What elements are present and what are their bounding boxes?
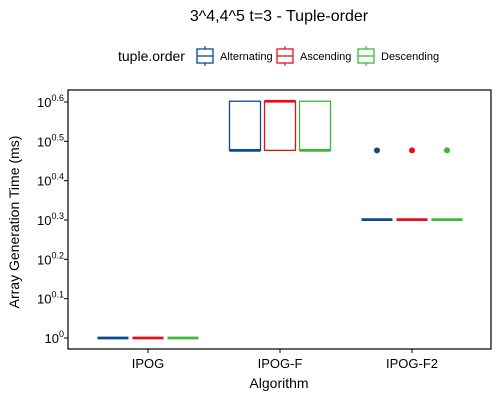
outlier-point — [444, 147, 450, 154]
box-alternating-ipog-f — [228, 100, 262, 152]
x-tick-label-ipog-f: IPOG-F — [258, 356, 303, 371]
y-tick-label: 100.2 — [37, 250, 64, 267]
outlier-point — [409, 147, 415, 154]
legend-item-alternating: Alternating — [196, 46, 273, 66]
x-axis-label: Algorithm — [249, 375, 308, 391]
legend-item-ascending: Ascending — [276, 46, 351, 66]
y-tick-label: 100.4 — [37, 172, 64, 189]
legend-label: Alternating — [220, 51, 273, 63]
y-tick-label: 100.5 — [37, 132, 64, 149]
y-tick-label: 100.3 — [37, 211, 64, 228]
outlier-point — [374, 147, 380, 154]
box-ascending-ipog-f2 — [396, 147, 428, 222]
box-rect — [263, 100, 297, 152]
box-rect — [298, 100, 332, 152]
x-tick-label-ipog-f2: IPOG-F2 — [386, 356, 438, 371]
y-axis-label: Array Generation Time (ms) — [6, 136, 22, 309]
legend-item-descending: Descending — [357, 46, 439, 66]
boxes — [97, 99, 463, 340]
legend-label: Descending — [381, 51, 439, 63]
box-rect — [228, 100, 262, 152]
box-ascending-ipog-f — [263, 99, 297, 152]
legend-label: Ascending — [300, 51, 351, 63]
box-descending-ipog-f2 — [431, 147, 463, 222]
chart-title: 3^4,4^5 t=3 - Tuple-order — [190, 8, 369, 25]
y-tick-label: 100.6 — [37, 93, 64, 110]
legend-title: tuple.order — [118, 48, 185, 64]
x-axis: IPOG IPOG-F IPOG-F2 — [132, 349, 438, 371]
y-tick-label: 100 — [45, 329, 64, 346]
x-tick-label-ipog: IPOG — [132, 356, 165, 371]
legend-items: Alternating Ascending Descending — [196, 46, 439, 66]
y-axis: 100.6 100.5 100.4 100.3 100.2 100.1 100 — [37, 93, 68, 346]
y-tick-label: 100.1 — [37, 290, 64, 307]
box-alternating-ipog-f2 — [361, 147, 393, 222]
box-descending-ipog-f — [298, 100, 332, 152]
legend: tuple.order Alternating Ascending Descendi… — [118, 46, 439, 66]
